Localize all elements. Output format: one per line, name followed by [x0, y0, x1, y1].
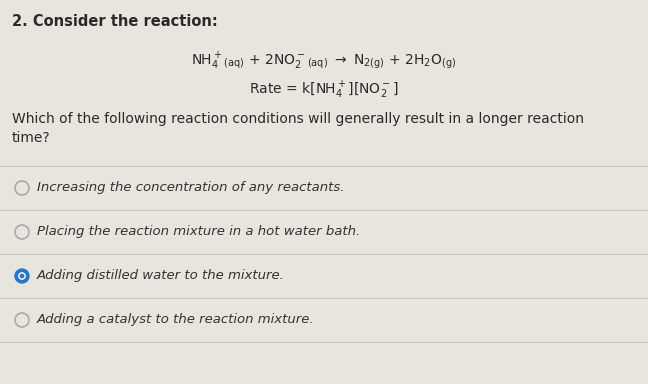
Text: Rate = k[NH$_4^+$][NO$_2^-$]: Rate = k[NH$_4^+$][NO$_2^-$]	[249, 80, 399, 101]
Text: Adding distilled water to the mixture.: Adding distilled water to the mixture.	[37, 270, 285, 283]
Text: 2. Consider the reaction:: 2. Consider the reaction:	[12, 14, 218, 29]
Text: Adding a catalyst to the reaction mixture.: Adding a catalyst to the reaction mixtur…	[37, 313, 315, 326]
Text: Placing the reaction mixture in a hot water bath.: Placing the reaction mixture in a hot wa…	[37, 225, 360, 238]
Text: Which of the following reaction conditions will generally result in a longer rea: Which of the following reaction conditio…	[12, 112, 584, 146]
Text: NH$_4^+$$_{\mathregular{(aq)}}$ + 2NO$_2^-$$_{\mathregular{(aq)}}$ $\rightarrow$: NH$_4^+$$_{\mathregular{(aq)}}$ + 2NO$_2…	[191, 50, 457, 71]
Ellipse shape	[15, 269, 29, 283]
Ellipse shape	[19, 273, 25, 278]
Text: Increasing the concentration of any reactants.: Increasing the concentration of any reac…	[37, 182, 345, 195]
Ellipse shape	[18, 272, 26, 280]
